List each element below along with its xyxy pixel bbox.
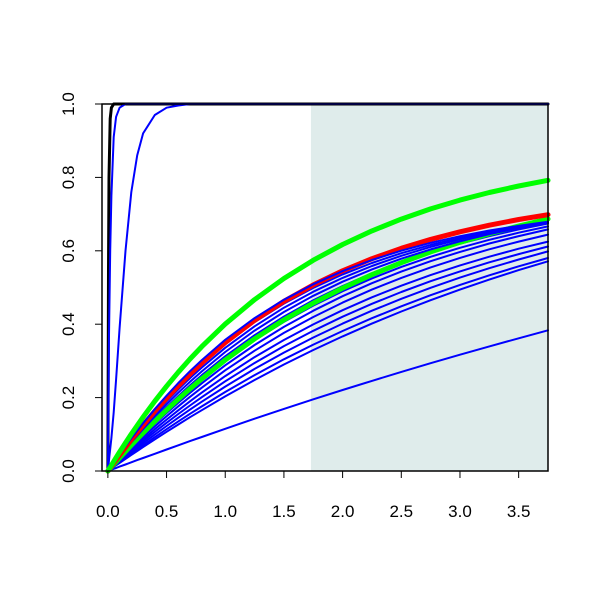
- x-tick-label: 3.0: [448, 502, 472, 521]
- y-tick-label: 1.0: [59, 92, 78, 116]
- series-line-20: [105, 177, 551, 474]
- y-tick-label: 0.6: [59, 239, 78, 263]
- y-tick-label: 0.4: [59, 312, 78, 336]
- x-tick-label: 1.0: [213, 502, 237, 521]
- x-axis: 0.0 0.5 1.0 1.5 2.0 2.5 3.0 3.5: [96, 470, 531, 521]
- x-tick-label: 1.5: [272, 502, 296, 521]
- y-tick-label: 0.0: [59, 459, 78, 483]
- x-tick-label: 0.5: [155, 502, 179, 521]
- y-axis: 0.0 0.2 0.4 0.6 0.8 1.0: [59, 92, 103, 483]
- x-tick-label: 2.5: [389, 502, 413, 521]
- y-tick-label: 0.8: [59, 166, 78, 190]
- y-tick-label: 0.2: [59, 386, 78, 410]
- x-tick-label: 0.0: [96, 502, 120, 521]
- x-tick-label: 3.5: [507, 502, 531, 521]
- series-lines: [105, 102, 551, 474]
- x-tick-label: 2.0: [331, 502, 355, 521]
- series-line-4: [106, 329, 549, 472]
